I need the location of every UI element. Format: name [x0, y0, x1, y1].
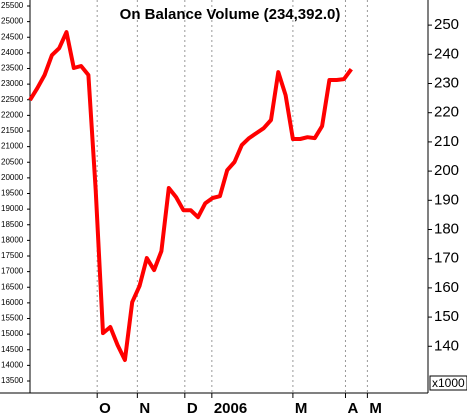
y-tick-label: 24000: [1, 48, 24, 57]
y-tick-label: 14000: [1, 360, 24, 369]
y-tick-label: 25000: [1, 17, 24, 26]
y-tick-label: 16500: [1, 282, 24, 291]
y-tick-label: 22500: [1, 95, 24, 104]
obv-line: [28, 30, 353, 362]
x-tick-label: D: [187, 400, 198, 417]
y2-tick-label: 170: [434, 250, 459, 267]
y2-tick-label: 250: [434, 16, 459, 33]
y-tick-label: 21000: [1, 142, 24, 151]
y-tick-label: 24500: [1, 32, 24, 41]
y2-tick-label: 220: [434, 104, 459, 121]
y2-tick-label: 230: [434, 74, 459, 91]
unit-box: [429, 375, 467, 391]
x-tick-label: O: [99, 400, 111, 417]
y-tick-label: 16000: [1, 298, 24, 307]
y-tick-label: 18500: [1, 220, 24, 229]
y2-tick-label: 140: [434, 337, 459, 354]
y-tick-label: 25500: [1, 1, 24, 10]
y-tick-label: 21500: [1, 126, 24, 135]
y-tick-label: 15500: [1, 314, 24, 323]
y-tick-label: 20500: [1, 157, 24, 166]
y2-tick-label: 180: [434, 220, 459, 237]
y-tick-label: 20000: [1, 173, 24, 182]
y2-tick-label: 190: [434, 191, 459, 208]
x-tick-label: M: [369, 400, 382, 417]
y-tick-label: 13500: [1, 376, 24, 385]
x-tick-label: M: [295, 400, 308, 417]
y-tick-label: 17500: [1, 251, 24, 260]
y-tick-label: 19500: [1, 189, 24, 198]
y-tick-label: 23500: [1, 64, 24, 73]
y-tick-label: 22000: [1, 110, 24, 119]
y-tick-label: 18000: [1, 235, 24, 244]
y2-tick-label: 160: [434, 279, 459, 296]
y2-tick-label: 240: [434, 45, 459, 62]
y-tick-label: 15000: [1, 329, 24, 338]
x-tick-label: 2006: [214, 400, 247, 417]
y2-tick-label: 150: [434, 308, 459, 325]
y-tick-label: 19000: [1, 204, 24, 213]
y-tick-label: 17000: [1, 267, 24, 276]
y-tick-label: 14500: [1, 345, 24, 354]
y2-tick-label: 210: [434, 133, 459, 150]
x-tick-label: N: [139, 400, 150, 417]
unit-label: x1000: [432, 376, 465, 390]
y2-tick-label: 200: [434, 162, 459, 179]
chart-title: On Balance Volume (234,392.0): [120, 6, 341, 23]
x-tick-label: A: [347, 400, 358, 417]
y-tick-label: 23000: [1, 79, 24, 88]
